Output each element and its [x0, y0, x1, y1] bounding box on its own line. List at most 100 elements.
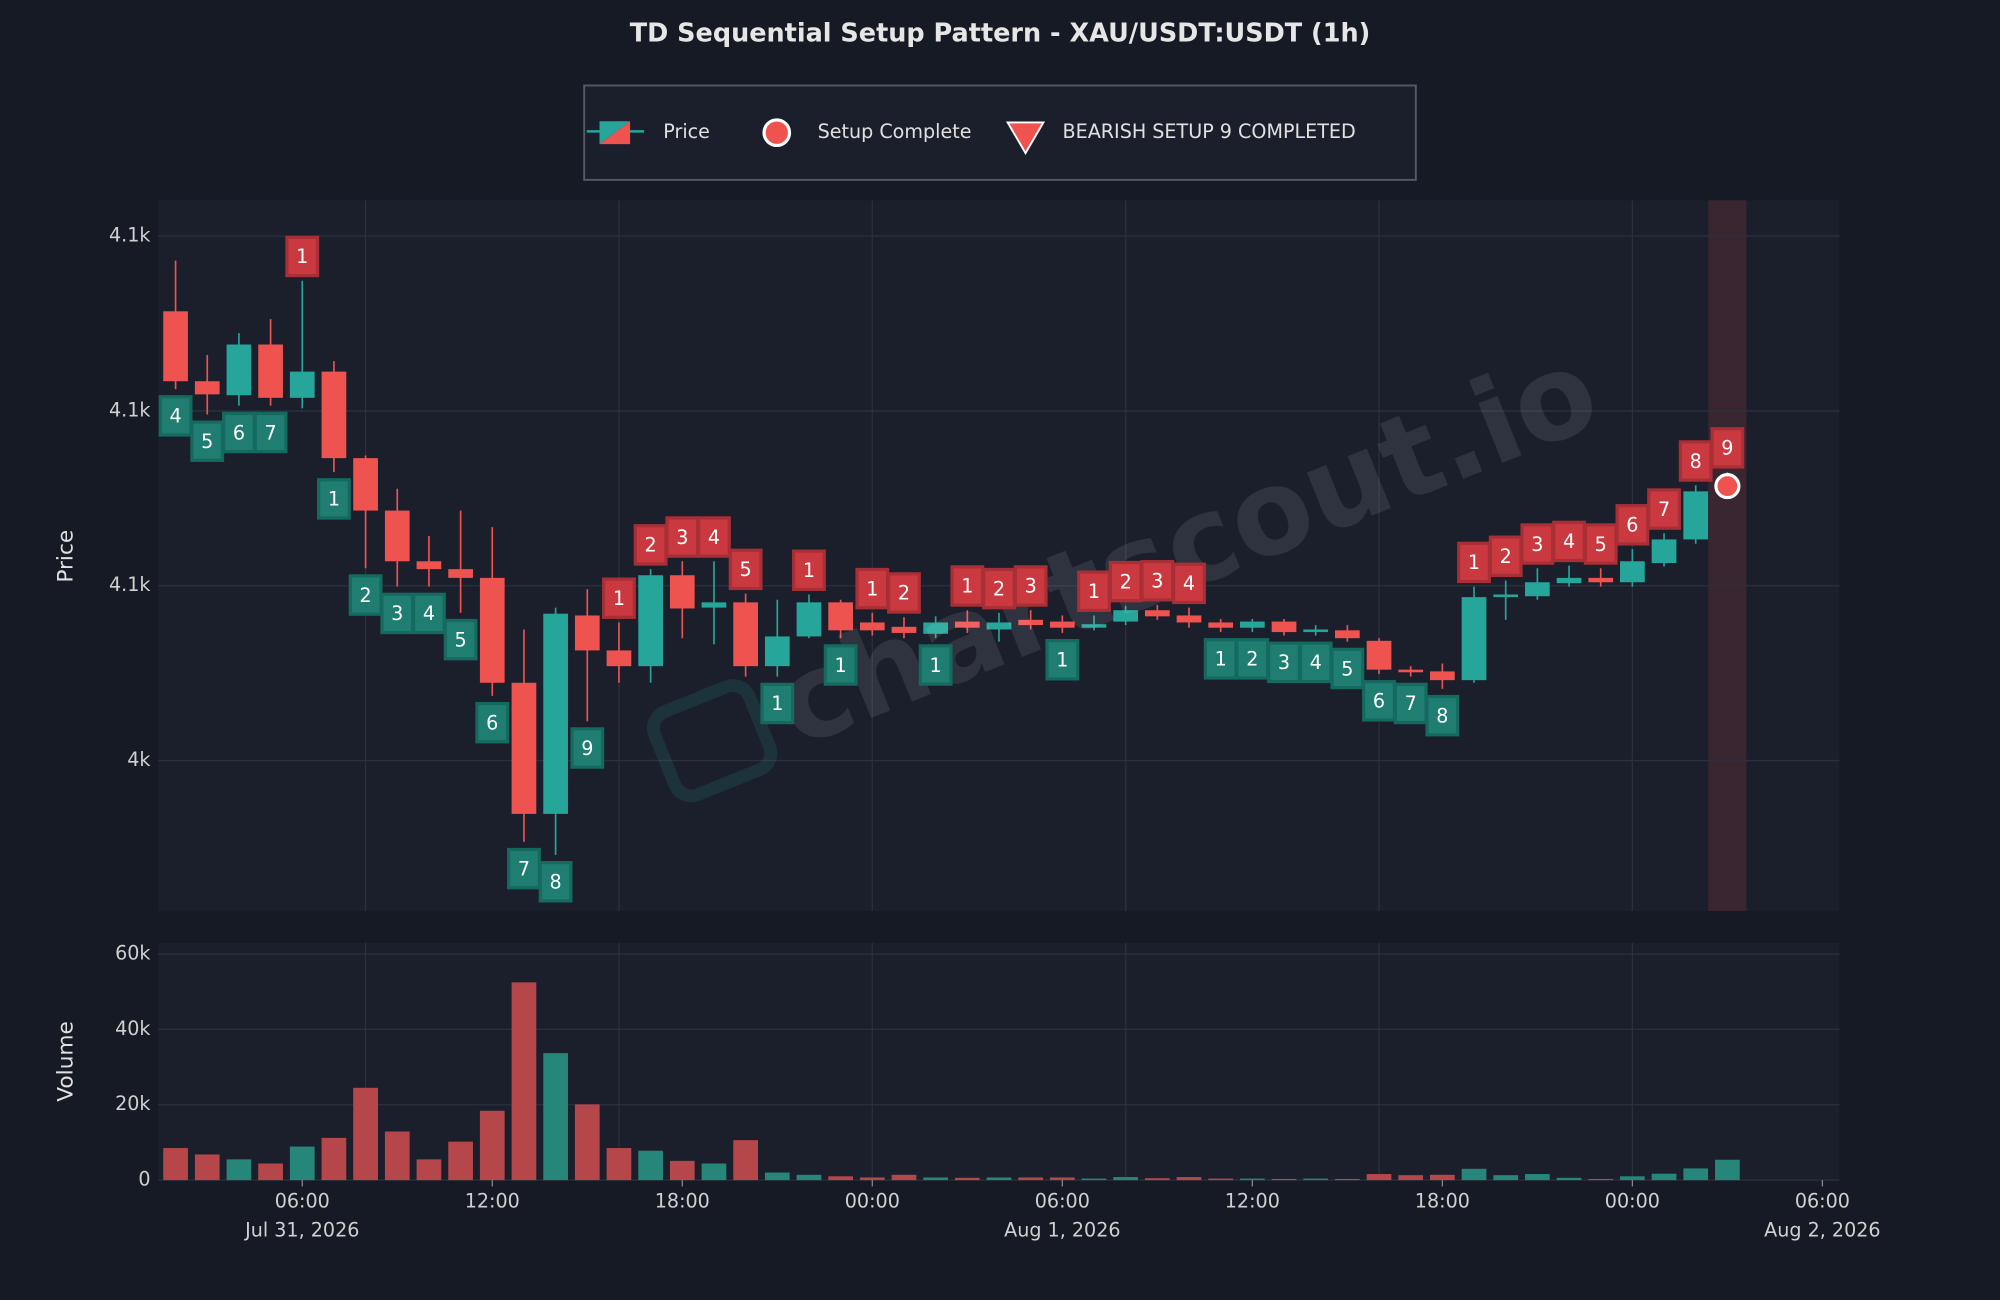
candle-body	[543, 613, 568, 814]
candle-body	[289, 371, 315, 398]
candle-body	[891, 626, 917, 633]
x-tick-label: 18:00	[655, 1189, 710, 1212]
volume-bar	[1398, 1175, 1424, 1181]
sell-setup-box	[792, 549, 826, 591]
buy-setup-box	[412, 592, 446, 635]
volume-bar	[1461, 1168, 1487, 1181]
buy-setup-count: 2	[1246, 648, 1258, 671]
volume-bar	[1683, 1168, 1709, 1181]
volume-bar	[194, 1154, 220, 1181]
volume-bar	[923, 1177, 949, 1181]
buy-setup-box	[158, 395, 193, 437]
sell-setup-count: 2	[898, 582, 910, 605]
volume-bar	[1176, 1177, 1202, 1181]
buy-setup-box	[222, 411, 256, 454]
candle-body	[1176, 615, 1202, 623]
buy-setup-count: 4	[423, 602, 435, 625]
buy-setup-box	[317, 478, 351, 520]
volume-bar	[986, 1177, 1012, 1181]
buy-setup-count: 1	[771, 692, 783, 715]
x-tick-label: 12:00	[465, 1189, 520, 1212]
y-axis-label: Price	[53, 530, 78, 583]
candle-body	[1271, 621, 1297, 633]
candle-body	[1493, 594, 1519, 598]
volume-bar	[669, 1160, 695, 1181]
legend-label: BEARISH SETUP 9 COMPLETED	[1063, 120, 1356, 143]
volume-tick-label: 60k	[115, 942, 151, 965]
candle-body	[1525, 582, 1550, 597]
legend-label: Price	[663, 120, 710, 143]
volume-axis-label: Volume	[53, 1021, 78, 1102]
sell-setup-count: 2	[1500, 545, 1512, 568]
buy-setup-box	[760, 682, 795, 725]
candle-body	[1049, 621, 1075, 628]
buy-setup-count: 4	[169, 405, 181, 428]
buy-setup-count: 7	[518, 857, 530, 880]
candle-body	[1620, 561, 1645, 583]
sell-setup-count: 7	[1658, 498, 1670, 521]
buy-setup-count: 1	[1056, 649, 1068, 672]
grid: 4k 4.1k 4.1k 4.1k 0 20k 40k 60k 06:00 12:00 18:00 0…	[109, 200, 1881, 1242]
buy-setup-box	[570, 727, 605, 769]
watermark-icon	[647, 679, 778, 803]
volume-bar	[1113, 1177, 1139, 1181]
volume-bar	[543, 1053, 568, 1181]
setup-complete-marker	[1714, 473, 1741, 500]
sell-setup-count: 4	[708, 526, 720, 549]
volume-bar	[384, 1131, 410, 1181]
volume-bar	[1271, 1178, 1297, 1181]
buy-setup-count: 6	[486, 711, 498, 734]
candle-body	[448, 569, 473, 578]
buy-setup-box	[823, 644, 858, 686]
legend-setup-marker	[762, 118, 792, 148]
buy-setup-box	[918, 644, 953, 686]
sell-setup-count: 6	[1626, 514, 1638, 537]
volume-bar	[416, 1159, 442, 1181]
legend-label: Setup Complete	[818, 120, 972, 143]
volume-bar	[1366, 1174, 1392, 1181]
volume-bar	[1588, 1178, 1614, 1181]
volume-tick-label: 40k	[115, 1017, 151, 1040]
buy-setup-count: 7	[1405, 692, 1417, 715]
buy-setup-count: 3	[1278, 651, 1290, 674]
x-tick-label: 12:00	[1225, 1189, 1280, 1212]
sell-setup-count: 1	[1088, 580, 1100, 603]
buy-setup-count: 5	[201, 430, 213, 453]
volume-bar	[1715, 1159, 1740, 1181]
buy-setup-count: 6	[1373, 690, 1385, 713]
candle-body	[1556, 577, 1582, 584]
buy-setup-box	[443, 618, 478, 661]
buy-setup-box	[1045, 639, 1080, 681]
sell-setup-box	[728, 548, 763, 591]
volume-bar	[511, 982, 537, 1181]
candle-body	[226, 344, 252, 396]
candle-body	[1303, 629, 1329, 633]
volume-tick-label: 0	[138, 1168, 150, 1191]
volume-bar	[764, 1172, 790, 1181]
candle-body	[1113, 610, 1139, 622]
setup-highlight	[1708, 200, 1747, 911]
volume-bar	[321, 1137, 347, 1181]
candle-body	[828, 602, 853, 631]
candle-body	[1144, 610, 1170, 617]
candle-body	[986, 622, 1012, 630]
volume-bar	[1303, 1178, 1329, 1181]
sell-setup-count: 1	[296, 245, 308, 268]
buy-setup-box	[1235, 638, 1270, 680]
sell-setup-count: 5	[740, 558, 752, 581]
sell-setup-box	[1013, 565, 1048, 607]
buy-setup-box	[475, 701, 510, 744]
volume-bar	[448, 1141, 473, 1181]
volume-bar	[638, 1150, 663, 1181]
volume-bar	[828, 1176, 853, 1181]
x-tick-label: 00:00	[1605, 1189, 1660, 1212]
volume-bar	[954, 1177, 980, 1181]
volume-bar	[289, 1146, 315, 1181]
candle-body	[954, 621, 980, 628]
x-date-label: Aug 1, 2026	[1004, 1219, 1120, 1242]
volume-bar	[1651, 1173, 1677, 1181]
volume-bar	[574, 1104, 600, 1181]
sell-setup-count: 2	[993, 577, 1005, 600]
candle-body	[1366, 640, 1392, 670]
